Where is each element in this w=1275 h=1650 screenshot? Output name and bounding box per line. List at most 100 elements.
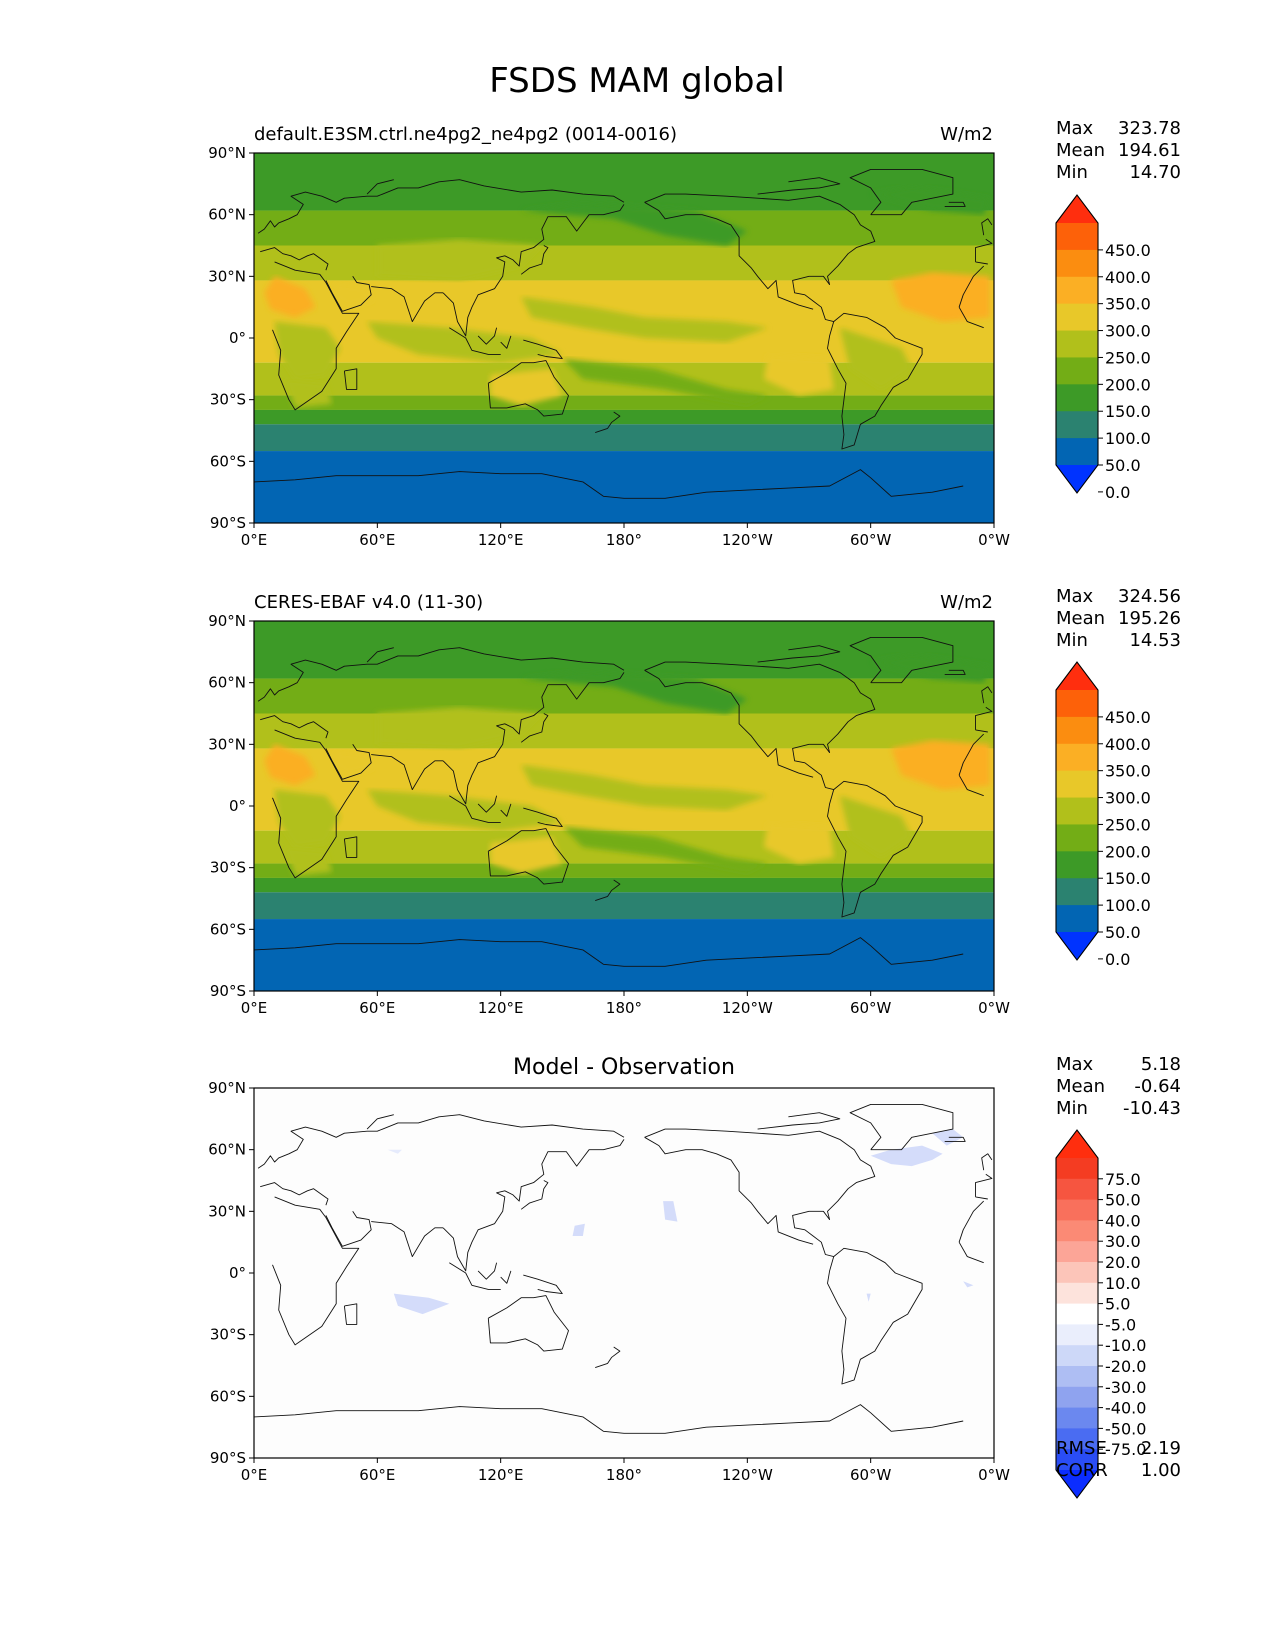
- colorbar-label: 250.0: [1105, 348, 1151, 367]
- y-tick-label: 90°S: [210, 514, 246, 532]
- colorbar-label: 400.0: [1105, 735, 1151, 754]
- coastline: [757, 1112, 841, 1130]
- panel-diff: Model - Observation 0°E 60°E 120°E 180° 120°…: [208, 1054, 1181, 1499]
- colorbar-label: 450.0: [1105, 241, 1151, 260]
- y-tick-label: 90°N: [208, 612, 246, 630]
- coastline: [981, 686, 993, 704]
- y-tick-label: 30°N: [208, 267, 246, 285]
- colorbar-segment: [1056, 1303, 1098, 1325]
- field-region: [367, 321, 563, 363]
- coastline: [520, 245, 549, 275]
- colorbar-label: 200.0: [1105, 375, 1151, 394]
- model-axes: 0°E 60°E 120°E 180° 120°W 60°W 0°W 90°N 60°N 30°N…: [208, 144, 1010, 549]
- colorbar-segment: [1056, 743, 1098, 772]
- colorbar-extend-max: [1056, 1130, 1098, 1158]
- diff-anomaly-region: [387, 1149, 402, 1154]
- diff-anomaly-region: [393, 1293, 450, 1315]
- coastline: [257, 1114, 625, 1169]
- rmse-label: RMSE: [1056, 1438, 1107, 1459]
- panel-obs-map: [253, 620, 995, 992]
- coastline: [644, 201, 814, 310]
- colorbar-segment: [1056, 411, 1098, 439]
- coastline: [757, 177, 841, 195]
- coastline: [981, 218, 993, 236]
- colorbar-label: 100.0: [1105, 896, 1151, 915]
- colorbar-label: 100.0: [1105, 429, 1151, 448]
- diff-mean-label: Mean: [1056, 1076, 1105, 1097]
- coastline: [487, 360, 569, 417]
- coastline: [325, 1211, 372, 1247]
- model-min-label: Min: [1056, 162, 1088, 183]
- colorbar-extend-min: [1056, 932, 1098, 960]
- diff-min-label: Min: [1056, 1098, 1088, 1119]
- colorbar-segment: [1056, 223, 1098, 251]
- y-tick-label: 0°: [229, 797, 246, 815]
- coastline: [944, 201, 966, 207]
- field-region: [284, 379, 333, 408]
- coastline: [449, 1262, 501, 1290]
- coastline: [371, 286, 444, 323]
- colorbar-segment: [1056, 276, 1098, 305]
- x-tick-label: 120°E: [478, 531, 524, 549]
- colorbar-label: -40.0: [1105, 1399, 1146, 1418]
- coastline: [849, 636, 954, 684]
- x-tick-label: 0°E: [241, 531, 268, 549]
- model-field: [254, 153, 994, 523]
- colorbar-segment: [1056, 1282, 1098, 1305]
- coastline: [371, 1221, 444, 1258]
- y-tick-label: 0°: [229, 1264, 246, 1282]
- colorbar-segment: [1056, 1158, 1098, 1180]
- coastline: [442, 1139, 625, 1272]
- x-tick-label: 60°W: [850, 999, 892, 1017]
- coastline: [487, 1295, 569, 1352]
- diff-axes: 0°E 60°E 120°E 180° 120°W 60°W 0°W 90°N 60°N 30°N…: [208, 1079, 1010, 1484]
- coastline: [371, 754, 444, 791]
- field-region: [490, 368, 563, 406]
- coastline: [757, 645, 841, 663]
- colorbar-segment: [1056, 357, 1098, 385]
- colorbar-label: 300.0: [1105, 789, 1151, 808]
- coastline: [487, 828, 569, 885]
- coastline: [343, 368, 358, 390]
- colorbar-segment: [1056, 330, 1098, 359]
- diff-field: [387, 1129, 974, 1315]
- colorbar-label: 20.0: [1105, 1253, 1141, 1272]
- field-band: [254, 424, 994, 452]
- y-tick-label: 90°N: [208, 144, 246, 162]
- colorbar-label: 450.0: [1105, 708, 1151, 727]
- field-band: [254, 395, 994, 410]
- y-tick-label: 60°N: [208, 206, 246, 224]
- field-band: [254, 713, 994, 749]
- field-region: [521, 764, 768, 811]
- rmse-value: 2.19: [1141, 1438, 1181, 1459]
- panel-model: default.E3SM.ctrl.ne4pg2_ne4pg2 (0014-00…: [208, 118, 1181, 549]
- coastline: [325, 276, 372, 312]
- obs-max-label: Max: [1056, 586, 1094, 607]
- field-region: [870, 653, 990, 683]
- field-region: [377, 707, 542, 749]
- obs-max-value: 324.56: [1118, 586, 1181, 607]
- x-tick-label: 120°E: [478, 1466, 524, 1484]
- obs-mean-label: Mean: [1056, 608, 1105, 629]
- colorbar-extend-max: [1056, 195, 1098, 223]
- y-tick-label: 30°N: [208, 735, 246, 753]
- model-max-value: 323.78: [1118, 118, 1181, 139]
- obs-min-label: Min: [1056, 630, 1088, 651]
- y-tick-label: 90°S: [210, 1449, 246, 1467]
- field-band: [254, 451, 994, 523]
- field-region: [562, 826, 768, 874]
- model-mean-value: 194.61: [1118, 140, 1181, 161]
- coastline: [595, 1346, 621, 1369]
- coastline: [520, 713, 549, 743]
- coastline: [477, 327, 498, 345]
- coastline: [827, 312, 923, 450]
- coastline: [644, 1136, 814, 1245]
- colorbar-label: 0.0: [1105, 483, 1130, 502]
- colorbar-label: 5.0: [1105, 1295, 1130, 1314]
- diff-max-value: 5.18: [1141, 1054, 1181, 1075]
- model-coastlines: [254, 168, 993, 499]
- colorbar-segment: [1056, 716, 1098, 745]
- figure-title: FSDS MAM global: [489, 61, 785, 101]
- panel-diff-title: Model - Observation: [513, 1055, 735, 1080]
- colorbar-segment: [1056, 770, 1098, 799]
